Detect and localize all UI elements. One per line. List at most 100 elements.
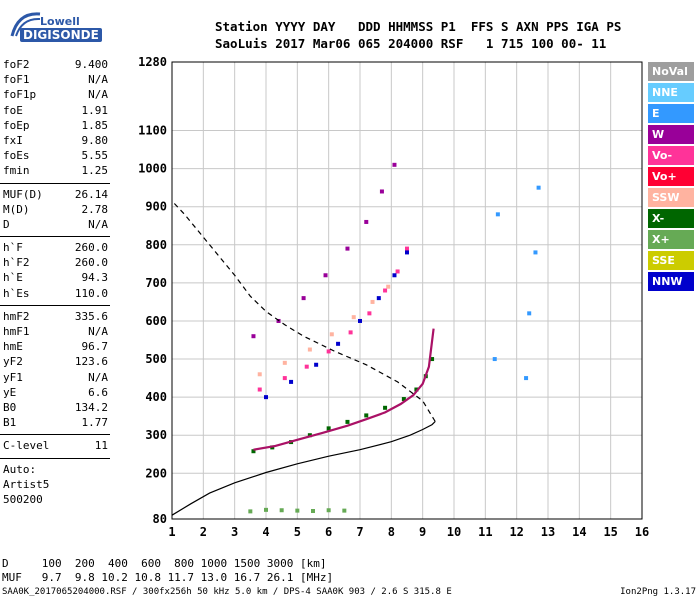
param-name: hmE bbox=[3, 340, 23, 354]
param-value: 335.6 bbox=[74, 309, 108, 323]
x-tick-label: 7 bbox=[356, 525, 363, 539]
y-tick-label: 500 bbox=[145, 352, 167, 366]
software-version: Ion2Png 1.3.17 bbox=[620, 587, 696, 597]
param-value: 9.400 bbox=[74, 58, 108, 71]
parameter-panel: foF2 9.400 foF1 N/A foF1p N/A foE 1.91 foEp 1.85 f… bbox=[0, 58, 110, 508]
param-value: N/A bbox=[88, 217, 108, 231]
param-name: M(D) bbox=[3, 202, 30, 216]
echo-point-ssw bbox=[282, 360, 287, 365]
param-value: 123.6 bbox=[74, 355, 108, 369]
param-value: 5.55 bbox=[81, 149, 109, 163]
header-labels: Station YYYY DAY DDD HHMMSS P1 FFS S AXN… bbox=[215, 19, 622, 34]
param-value: 2.78 bbox=[81, 202, 109, 216]
echo-point-x- bbox=[251, 449, 256, 454]
echo-point-w bbox=[379, 189, 384, 194]
param-value: 6.6 bbox=[88, 385, 108, 399]
param-name: yF2 bbox=[3, 355, 23, 369]
legend-item-vo-: Vo- bbox=[648, 146, 694, 165]
param-row-m-d-: M(D) 2.78 bbox=[0, 203, 110, 218]
autoscaler-version: 500200 bbox=[3, 492, 43, 506]
curve-profile bbox=[171, 421, 436, 516]
echo-point-w bbox=[392, 162, 397, 167]
autoscaler-name: Artist5 bbox=[3, 477, 50, 491]
param-value: 9.80 bbox=[81, 133, 109, 147]
x-tick-label: 12 bbox=[509, 525, 523, 539]
legend-item-nne: NNE bbox=[648, 83, 694, 102]
y-tick-label: 900 bbox=[145, 200, 167, 214]
legend-item-x-: X+ bbox=[648, 230, 694, 249]
echo-point-nnw bbox=[336, 341, 341, 346]
param-row-h-f: h`F 260.0 bbox=[0, 241, 110, 256]
param-name: h`Es bbox=[3, 286, 30, 300]
echo-point-x- bbox=[345, 419, 350, 424]
param-row-muf-d-: MUF(D) 26.14 bbox=[0, 188, 110, 203]
param-name: yE bbox=[3, 385, 17, 399]
param-row-d: D N/A bbox=[0, 218, 110, 233]
param-name: hmF2 bbox=[3, 309, 30, 323]
param-name: h`F bbox=[3, 241, 23, 255]
param-value: 1.91 bbox=[81, 103, 109, 117]
echo-point-vo- bbox=[395, 269, 400, 274]
param-row-foes: foEs 5.55 bbox=[0, 149, 110, 164]
echo-point-e bbox=[536, 185, 541, 190]
chart-grid bbox=[171, 61, 643, 520]
echo-point-e bbox=[527, 311, 532, 316]
echo-point-x- bbox=[279, 508, 284, 513]
echo-point-ssw bbox=[257, 372, 262, 377]
param-group-critical-freqs: foF2 9.400 foF1 N/A foF1p N/A foE 1.91 foEp 1.85 f… bbox=[0, 58, 110, 180]
param-name: MUF(D) bbox=[3, 187, 43, 201]
x-tick-label: 8 bbox=[388, 525, 395, 539]
auto-label: Auto: bbox=[3, 462, 37, 476]
param-value: 1.77 bbox=[81, 416, 109, 430]
param-group-virtual-heights: h`F 260.0 h`F2 260.0 h`E 94.3 h`Es 110.0 bbox=[0, 241, 110, 302]
x-tick-label: 5 bbox=[294, 525, 301, 539]
param-divider bbox=[0, 457, 110, 459]
chart-curves bbox=[171, 200, 436, 516]
param-row-hmf1: hmF1 N/A bbox=[0, 325, 110, 340]
param-row-yf2: yF2 123.6 bbox=[0, 355, 110, 370]
param-value: N/A bbox=[88, 73, 108, 87]
x-tick-label: 6 bbox=[325, 525, 332, 539]
echo-point-x- bbox=[364, 413, 369, 418]
param-value: 26.14 bbox=[74, 187, 108, 201]
distance-row: D 100 200 400 600 800 1000 1500 3000 [km… bbox=[2, 557, 327, 570]
echo-point-nnw bbox=[405, 250, 409, 255]
y-tick-label: 700 bbox=[145, 276, 167, 290]
param-name: foF1 bbox=[3, 73, 30, 87]
chart-marks bbox=[248, 162, 541, 514]
echo-point-w bbox=[323, 273, 328, 278]
polarization-legend: NoVal NNE E W Vo- Vo+ SSW X- X+ SSE NNW bbox=[648, 62, 694, 293]
param-value: 94.3 bbox=[81, 271, 109, 285]
param-row-ye: yE 6.6 bbox=[0, 386, 110, 401]
param-value: 110.0 bbox=[74, 286, 108, 300]
echo-point-x- bbox=[326, 508, 331, 513]
param-divider bbox=[0, 304, 110, 306]
x-tick-label: 14 bbox=[572, 525, 586, 539]
param-row-yf1: yF1 N/A bbox=[0, 371, 110, 386]
y-tick-label: 1280 bbox=[138, 55, 167, 69]
echo-point-e bbox=[533, 250, 538, 255]
param-value: 260.0 bbox=[74, 241, 108, 255]
param-value: 11 bbox=[94, 439, 108, 453]
echo-point-x- bbox=[383, 405, 388, 410]
digisonde-logo: Lowell DIGISONDE bbox=[6, 6, 102, 42]
echo-point-ssw bbox=[370, 299, 375, 304]
curve-trace bbox=[253, 328, 435, 451]
param-row-fof1p: foF1p N/A bbox=[0, 88, 110, 103]
x-tick-label: 10 bbox=[447, 525, 461, 539]
echo-point-x- bbox=[414, 387, 419, 392]
x-tick-label: 1 bbox=[168, 525, 175, 539]
logo-digisonde-text: DIGISONDE bbox=[20, 28, 102, 42]
echo-point-vo- bbox=[304, 364, 309, 369]
param-value: N/A bbox=[88, 325, 108, 338]
legend-item-nnw: NNW bbox=[648, 272, 694, 291]
echo-point-nnw bbox=[314, 362, 319, 367]
echo-point-ssw bbox=[329, 332, 334, 337]
param-name: foEs bbox=[3, 149, 30, 163]
param-value: N/A bbox=[88, 370, 108, 384]
param-group-profile: hmF2 335.6 hmF1 N/A hmE 96.7 yF2 123.6 yF1 N/A yE 6… bbox=[0, 310, 110, 432]
param-row-hmf2: hmF2 335.6 bbox=[0, 310, 110, 325]
param-divider bbox=[0, 434, 110, 436]
echo-point-x- bbox=[326, 426, 331, 431]
legend-item-ssw: SSW bbox=[648, 188, 694, 207]
